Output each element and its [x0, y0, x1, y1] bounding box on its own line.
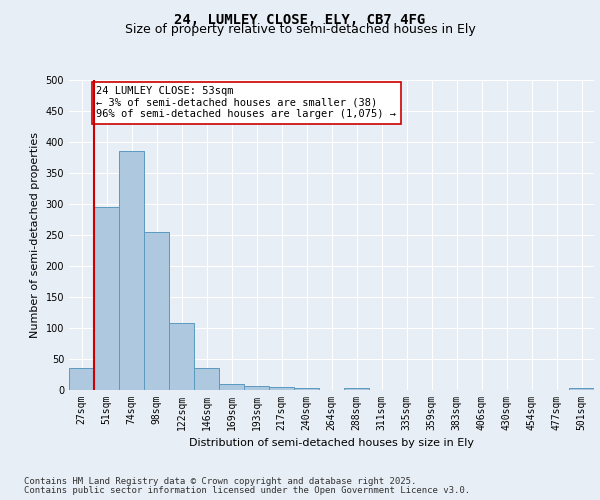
X-axis label: Distribution of semi-detached houses by size in Ely: Distribution of semi-detached houses by …	[189, 438, 474, 448]
Bar	[144, 232, 169, 390]
Text: 24 LUMLEY CLOSE: 53sqm
← 3% of semi-detached houses are smaller (38)
96% of semi: 24 LUMLEY CLOSE: 53sqm ← 3% of semi-deta…	[97, 86, 397, 120]
Bar	[119, 152, 144, 390]
Bar	[294, 388, 319, 390]
Y-axis label: Number of semi-detached properties: Number of semi-detached properties	[30, 132, 40, 338]
Text: 24, LUMLEY CLOSE, ELY, CB7 4FG: 24, LUMLEY CLOSE, ELY, CB7 4FG	[175, 12, 425, 26]
Bar	[94, 207, 119, 390]
Bar	[219, 384, 244, 390]
Bar	[194, 368, 219, 390]
Bar	[244, 386, 269, 390]
Bar	[569, 388, 594, 390]
Bar	[69, 368, 94, 390]
Bar	[344, 388, 369, 390]
Text: Contains public sector information licensed under the Open Government Licence v3: Contains public sector information licen…	[24, 486, 470, 495]
Text: Contains HM Land Registry data © Crown copyright and database right 2025.: Contains HM Land Registry data © Crown c…	[24, 478, 416, 486]
Text: Size of property relative to semi-detached houses in Ely: Size of property relative to semi-detach…	[125, 22, 475, 36]
Bar	[169, 323, 194, 390]
Bar	[269, 387, 294, 390]
